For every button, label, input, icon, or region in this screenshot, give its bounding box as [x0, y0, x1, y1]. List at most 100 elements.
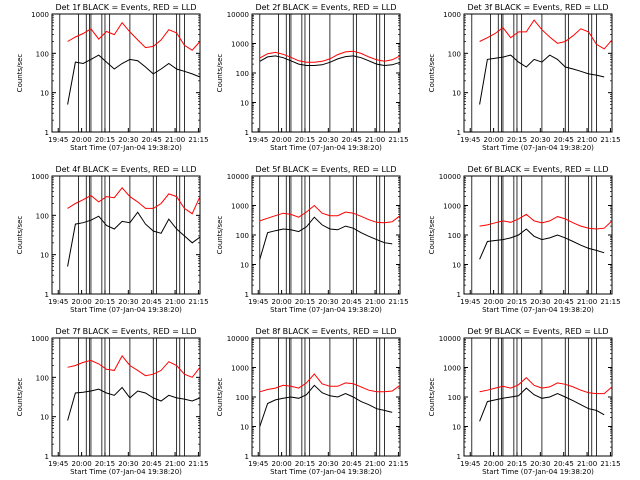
x-tick-label: 20:30	[118, 298, 138, 306]
x-tick-label: 20:00	[272, 460, 292, 468]
y-tick-label: 1	[457, 453, 461, 461]
x-tick-label: 21:15	[388, 460, 408, 468]
y-tick-label: 10000	[439, 335, 461, 343]
x-tick-label: 21:15	[388, 298, 408, 306]
x-tick-label: 20:00	[484, 298, 504, 306]
x-tick-label: 20:45	[342, 298, 362, 306]
plot-frame	[51, 13, 201, 133]
x-tick-label: 19:45	[48, 136, 68, 144]
panel-6: Det 6f BLACK = Events, RED = LLD 1 10 100 10…	[428, 165, 621, 314]
x-tick-label: 21:15	[600, 298, 620, 306]
y-tick-label: 1	[245, 129, 249, 137]
y-axis-label: Counts/sec	[16, 54, 24, 93]
x-tick-label: 19:45	[48, 460, 68, 468]
y-tick-label: 1	[45, 291, 49, 299]
plot-frame	[463, 175, 613, 295]
panel-title: Det 8f BLACK = Events, RED = LLD	[255, 327, 396, 336]
x-tick-label: 20:30	[530, 460, 550, 468]
y-tick-label: 1000	[443, 365, 461, 373]
panel-5: Det 5f BLACK = Events, RED = LLD 1 10 100 10…	[216, 165, 409, 314]
events-series-line	[479, 54, 605, 105]
lld-series-line	[259, 373, 401, 393]
events-series-line	[67, 211, 201, 267]
y-tick-label: 10000	[227, 11, 249, 19]
x-axis-label: Start Time (07-Jan-04 19:38:20)	[482, 306, 594, 314]
x-tick-label: 21:15	[188, 136, 208, 144]
panel-4: Det 4f BLACK = Events, RED = LLD 1 10 100 10…	[16, 165, 209, 314]
x-tick-label: 21:15	[600, 136, 620, 144]
x-tick-label: 20:45	[342, 136, 362, 144]
x-tick-label: 20:15	[507, 136, 527, 144]
x-tick-label: 20:30	[118, 460, 138, 468]
panel-title: Det 3f BLACK = Events, RED = LLD	[467, 3, 608, 12]
y-tick-label: 100	[448, 50, 461, 58]
x-tick-label: 20:15	[295, 136, 315, 144]
panel-title: Det 6f BLACK = Events, RED = LLD	[467, 165, 608, 174]
x-tick-label: 20:45	[342, 460, 362, 468]
events-series-line	[67, 386, 201, 421]
y-axis-label: Counts/sec	[216, 216, 224, 255]
x-tick-label: 20:45	[142, 460, 162, 468]
y-axis-label: Counts/sec	[16, 216, 24, 255]
panel-9: Det 9f BLACK = Events, RED = LLD 1 10 100 10…	[428, 327, 621, 476]
x-tick-label: 20:45	[554, 298, 574, 306]
x-tick-label: 21:00	[365, 298, 385, 306]
x-tick-label: 19:45	[48, 298, 68, 306]
plot-frame	[251, 337, 401, 457]
x-tick-label: 21:00	[165, 298, 185, 306]
x-tick-label: 19:45	[248, 298, 268, 306]
x-tick-label: 21:15	[188, 298, 208, 306]
y-tick-label: 1000	[31, 11, 49, 19]
y-tick-label: 10	[40, 414, 49, 422]
y-tick-label: 1	[45, 129, 49, 137]
y-tick-label: 10	[40, 90, 49, 98]
lld-series-line	[259, 204, 401, 224]
panel-title: Det 4f BLACK = Events, RED = LLD	[55, 165, 196, 174]
x-tick-label: 20:30	[318, 460, 338, 468]
y-axis-label: Counts/sec	[428, 378, 436, 417]
x-tick-label: 21:15	[388, 136, 408, 144]
x-tick-label: 20:00	[72, 136, 92, 144]
y-tick-label: 1	[245, 453, 249, 461]
y-tick-label: 100	[36, 212, 49, 220]
x-tick-label: 20:00	[72, 460, 92, 468]
x-tick-label: 21:15	[188, 460, 208, 468]
x-tick-label: 21:00	[365, 136, 385, 144]
plot-frame	[51, 337, 201, 457]
events-series-line	[479, 228, 605, 260]
x-tick-label: 21:00	[577, 460, 597, 468]
y-tick-label: 100	[236, 394, 249, 402]
x-tick-label: 19:45	[460, 298, 480, 306]
y-axis-label: Counts/sec	[428, 216, 436, 255]
x-tick-label: 20:00	[72, 298, 92, 306]
x-tick-label: 20:00	[272, 298, 292, 306]
y-tick-label: 10000	[439, 173, 461, 181]
y-tick-label: 1000	[231, 365, 249, 373]
y-tick-label: 100	[448, 394, 461, 402]
x-tick-label: 19:45	[248, 460, 268, 468]
x-tick-label: 19:45	[460, 460, 480, 468]
plot-frame	[251, 175, 401, 295]
y-axis-label: Counts/sec	[216, 54, 224, 93]
y-tick-label: 10000	[227, 173, 249, 181]
events-series-line	[259, 384, 393, 427]
y-tick-label: 1000	[231, 41, 249, 49]
x-tick-label: 21:00	[365, 460, 385, 468]
y-tick-label: 10	[240, 262, 249, 270]
events-series-line	[259, 216, 393, 260]
x-tick-label: 20:15	[295, 298, 315, 306]
events-series-line	[479, 387, 605, 422]
y-tick-label: 1000	[31, 335, 49, 343]
x-axis-label: Start Time (07-Jan-04 19:38:20)	[270, 468, 382, 476]
lld-series-line	[479, 377, 613, 395]
x-tick-label: 21:00	[577, 136, 597, 144]
x-tick-label: 21:00	[165, 460, 185, 468]
x-tick-label: 20:45	[142, 136, 162, 144]
x-tick-label: 20:00	[484, 460, 504, 468]
y-tick-label: 100	[36, 374, 49, 382]
x-tick-label: 19:45	[460, 136, 480, 144]
x-axis-label: Start Time (07-Jan-04 19:38:20)	[482, 144, 594, 152]
x-axis-label: Start Time (07-Jan-04 19:38:20)	[70, 144, 182, 152]
x-axis-label: Start Time (07-Jan-04 19:38:20)	[70, 306, 182, 314]
